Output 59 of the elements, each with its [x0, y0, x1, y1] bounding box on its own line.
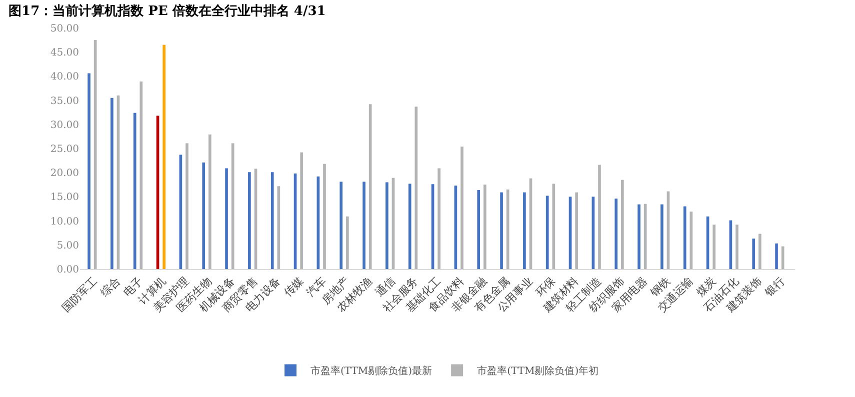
bar: [140, 82, 143, 269]
bar: [736, 224, 738, 269]
chart-title: 图17：当前计算机指数 PE 倍数在全行业中排名 4/31: [8, 3, 326, 20]
bar: [614, 198, 618, 269]
bar: [323, 164, 326, 269]
bar: [690, 212, 693, 269]
bar: [88, 73, 90, 269]
legend-label: 市盈率(TTM剔除负值)最新: [310, 365, 432, 378]
bar: [683, 206, 686, 269]
bar: [248, 172, 251, 269]
bar: [110, 98, 114, 269]
bar: [300, 152, 303, 269]
y-tick-label: 0.00: [56, 264, 79, 276]
x-tick-label: 银行: [762, 274, 788, 300]
bar: [202, 162, 206, 269]
bar: [500, 192, 503, 269]
y-tick-label: 25.00: [50, 144, 79, 155]
bar: [346, 216, 349, 269]
y-tick-label: 50.00: [50, 24, 79, 34]
bar: [460, 146, 464, 269]
bar: [386, 182, 388, 269]
bar: [598, 164, 601, 269]
bar: [546, 196, 549, 269]
bar: [775, 243, 778, 269]
bar: [712, 224, 716, 269]
bar: [362, 182, 366, 269]
bar: [162, 44, 166, 269]
x-tick-label: 传媒: [281, 274, 306, 300]
bar: [225, 168, 228, 269]
y-tick-label: 30.00: [50, 120, 79, 131]
y-tick-label: 40.00: [50, 72, 79, 83]
bar: [758, 234, 762, 269]
bar: [408, 184, 412, 269]
y-tick-label: 35.00: [50, 96, 79, 107]
bar: [414, 106, 418, 269]
y-tick-label: 10.00: [50, 216, 79, 228]
y-tick-label: 45.00: [50, 48, 79, 59]
bar: [477, 190, 480, 269]
bar: [277, 186, 280, 269]
bar: [483, 184, 486, 269]
bar: [660, 204, 664, 269]
bar: [270, 172, 274, 269]
bar: [208, 134, 212, 269]
bar: [552, 184, 556, 269]
legend-label: 市盈率(TTM剔除负值)年初: [477, 365, 599, 378]
x-tick-label: 国防军工: [59, 274, 100, 315]
bar: [133, 112, 136, 269]
y-tick-label: 20.00: [50, 168, 79, 180]
bar: [523, 192, 526, 269]
bar: [638, 204, 640, 269]
bar: [752, 238, 756, 269]
bar: [340, 182, 343, 269]
bar: [186, 143, 188, 269]
x-tick-label: 综合: [98, 274, 123, 300]
bar: [438, 168, 440, 269]
y-tick-label: 15.00: [50, 192, 79, 204]
bar: [575, 192, 578, 269]
y-tick-label: 5.00: [56, 240, 79, 252]
bar: [620, 180, 624, 269]
